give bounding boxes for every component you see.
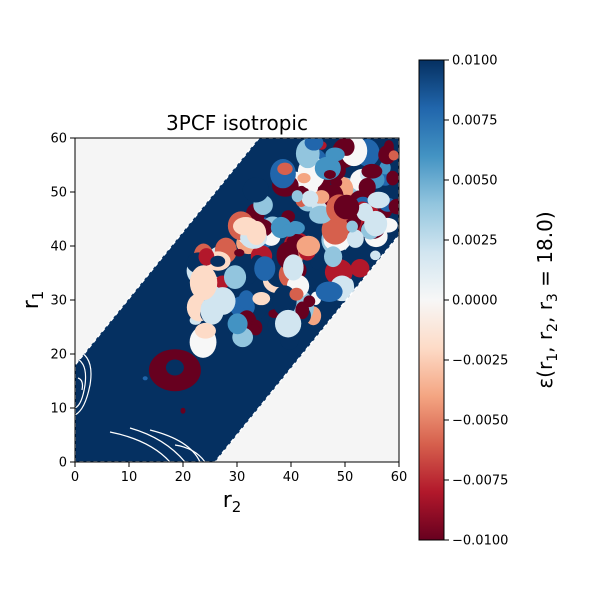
heatmap-cell <box>346 220 358 233</box>
heatmap-cell <box>310 256 324 270</box>
x-tick-label: 60 <box>391 470 408 485</box>
heatmap-cell <box>165 359 184 376</box>
heatmap-cell <box>296 235 321 257</box>
heatmap-cell <box>281 223 297 237</box>
y-tick-label: 10 <box>50 402 67 417</box>
colorbar-tick-label: 0.0025 <box>452 234 498 249</box>
x-tick-label: 10 <box>121 470 138 485</box>
colorbar-tick-label: 0.0050 <box>452 174 498 189</box>
colorbar-tick-label: 0.0075 <box>452 114 498 129</box>
y-tick-label: 40 <box>50 240 67 255</box>
heatmap-cell <box>180 407 186 414</box>
colorbar-tick-label: 0.0100 <box>452 54 498 69</box>
heatmap-cell <box>200 296 224 325</box>
heatmap-cell <box>364 210 388 237</box>
colorbar-tick-label: 0.0000 <box>452 294 498 309</box>
colorbar-tick-label: −0.0075 <box>452 474 508 489</box>
heatmap-cell <box>142 376 148 381</box>
y-tick-label: 20 <box>50 348 67 363</box>
y-tick-label: 0 <box>59 456 67 471</box>
heatmap-cell <box>274 309 302 338</box>
heatmap-cell <box>388 150 399 161</box>
y-axis-label: r1 <box>19 291 47 310</box>
heatmap-cell <box>194 322 216 339</box>
x-tick-label: 40 <box>283 470 300 485</box>
heatmap-cell <box>333 194 360 220</box>
x-axis: 0 10 20 30 40 50 60 <box>71 462 407 485</box>
colorbar-tick-label: −0.0050 <box>452 414 508 429</box>
heatmap-cell <box>367 191 390 209</box>
heatmap-cell <box>386 170 399 186</box>
heatmap-cell <box>323 169 336 179</box>
heatmap-cell <box>289 287 304 301</box>
y-axis: 0 10 20 30 40 50 60 <box>50 132 75 471</box>
colorbar-ticks: 0.0100 0.0075 0.0050 0.0025 0.0000 −0.0025 −0.… <box>444 54 508 549</box>
heatmap-cell <box>315 281 343 302</box>
colorbar-tick-label: −0.0100 <box>452 534 508 549</box>
heatmap-cell <box>297 173 311 184</box>
heatmap-cell <box>277 162 293 175</box>
heatmap-cell <box>283 254 304 281</box>
heatmap-cell <box>227 313 248 335</box>
contour-lines <box>75 349 206 462</box>
colorbar-label: ε(r1, r2, r3 = 18.0) <box>533 211 561 388</box>
heatmap-cell <box>246 220 267 246</box>
colorbar: 0.0100 0.0075 0.0050 0.0025 0.0000 −0.0025 −0.… <box>418 54 508 549</box>
heatmap-cell <box>291 190 303 203</box>
heatmap-cell <box>238 290 255 310</box>
x-tick-label: 20 <box>175 470 192 485</box>
colorbar-gradient <box>419 60 444 540</box>
x-axis-label: r2 <box>223 488 242 516</box>
heatmap-cell <box>330 177 343 188</box>
heatmap-cell <box>301 190 319 207</box>
heatmap-cell <box>388 198 399 215</box>
heatmap-cell <box>254 256 276 281</box>
heatmap-cell <box>346 229 364 248</box>
y-tick-label: 30 <box>50 294 67 309</box>
heatmap-cell <box>304 138 324 151</box>
x-tick-label: 50 <box>337 470 354 485</box>
heatmap-cell <box>295 301 310 320</box>
heatmap-cell <box>189 265 218 301</box>
heatmap-cell <box>242 177 269 203</box>
heatmap-cell <box>350 259 370 278</box>
heatmap-cells <box>142 138 399 414</box>
heatmap-cell <box>210 255 226 267</box>
x-tick-label: 0 <box>71 470 79 485</box>
heatmap-cell <box>383 140 394 153</box>
heatmap-cell <box>234 248 245 257</box>
chart-title: 3PCF isotropic <box>166 111 308 135</box>
heatmap-cell <box>361 163 383 179</box>
heatmap-cell <box>358 177 376 197</box>
plot-area: 0 10 20 30 40 50 60 0 10 20 30 40 50 60 <box>50 132 407 486</box>
heatmap-cell <box>223 265 247 289</box>
x-tick-label: 30 <box>229 470 246 485</box>
heatmap-cell <box>252 291 271 306</box>
heatmap-cell <box>370 250 381 261</box>
heatmap-cell <box>324 246 343 268</box>
y-tick-label: 50 <box>50 186 67 201</box>
colorbar-tick-label: −0.0025 <box>452 354 508 369</box>
y-tick-label: 60 <box>50 132 67 147</box>
